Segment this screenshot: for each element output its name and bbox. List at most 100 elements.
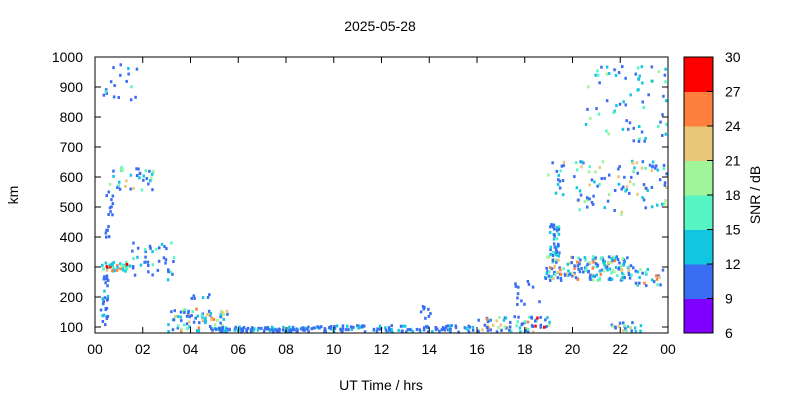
data-point bbox=[555, 237, 559, 241]
data-point bbox=[587, 85, 590, 89]
data-point bbox=[384, 326, 387, 330]
data-point bbox=[639, 268, 642, 271]
x-tick-label: 06 bbox=[230, 341, 246, 357]
data-point bbox=[579, 258, 582, 262]
data-point bbox=[485, 317, 489, 321]
data-point bbox=[547, 274, 551, 278]
data-point bbox=[582, 270, 585, 274]
data-point bbox=[317, 325, 320, 329]
data-point bbox=[557, 225, 561, 228]
data-point bbox=[182, 308, 185, 312]
data-point bbox=[552, 250, 555, 254]
colorbar-tick-label: 21 bbox=[725, 153, 741, 169]
data-point bbox=[625, 329, 628, 333]
data-point bbox=[543, 325, 546, 329]
data-point bbox=[105, 274, 109, 278]
data-point bbox=[636, 270, 640, 274]
data-point bbox=[594, 262, 598, 265]
data-point bbox=[273, 327, 276, 331]
x-tick-label: 12 bbox=[374, 341, 390, 357]
data-point bbox=[160, 242, 164, 246]
data-point bbox=[465, 327, 468, 330]
data-point bbox=[272, 330, 275, 334]
data-point bbox=[104, 323, 107, 327]
data-point bbox=[629, 93, 632, 97]
data-point bbox=[605, 65, 609, 69]
data-point bbox=[636, 66, 640, 70]
data-point bbox=[125, 79, 128, 83]
data-point bbox=[650, 65, 654, 69]
data-point bbox=[111, 194, 115, 198]
data-point bbox=[104, 308, 107, 312]
data-point bbox=[613, 270, 616, 274]
data-point bbox=[559, 169, 562, 173]
data-point bbox=[640, 130, 644, 134]
data-point bbox=[477, 318, 480, 322]
data-point bbox=[378, 324, 382, 328]
data-point bbox=[216, 327, 219, 331]
data-point bbox=[124, 184, 127, 188]
data-point bbox=[164, 261, 167, 265]
data-point bbox=[554, 191, 558, 195]
x-axis-label: UT Time / hrs bbox=[339, 377, 423, 393]
data-point bbox=[553, 233, 556, 237]
data-point bbox=[557, 227, 561, 231]
data-point bbox=[578, 262, 581, 266]
data-point bbox=[613, 209, 616, 212]
data-point bbox=[296, 328, 299, 332]
data-point bbox=[191, 310, 194, 313]
data-point bbox=[662, 167, 666, 171]
data-point bbox=[301, 326, 305, 330]
data-point bbox=[105, 277, 109, 281]
data-point bbox=[605, 265, 609, 269]
data-point bbox=[260, 326, 263, 330]
data-point bbox=[102, 301, 105, 305]
data-point bbox=[208, 293, 211, 297]
data-point bbox=[356, 324, 359, 328]
data-point bbox=[536, 316, 539, 320]
data-point bbox=[580, 165, 583, 169]
data-point bbox=[241, 329, 245, 333]
data-point bbox=[550, 267, 554, 271]
data-point bbox=[600, 256, 603, 260]
data-point bbox=[622, 185, 625, 189]
data-point bbox=[167, 270, 170, 274]
data-point bbox=[586, 196, 589, 200]
data-point bbox=[157, 259, 161, 263]
data-point bbox=[346, 324, 349, 328]
data-point bbox=[657, 70, 661, 74]
data-point bbox=[553, 272, 557, 276]
data-point bbox=[119, 73, 122, 77]
data-point bbox=[193, 296, 196, 300]
data-point bbox=[483, 323, 487, 327]
data-point bbox=[644, 271, 648, 274]
data-point bbox=[481, 328, 484, 332]
y-axis-label: km bbox=[5, 186, 21, 205]
data-point bbox=[341, 327, 345, 331]
data-point bbox=[577, 267, 580, 271]
data-point bbox=[553, 270, 556, 274]
data-point bbox=[120, 166, 123, 170]
data-point bbox=[623, 323, 626, 327]
data-point bbox=[601, 160, 605, 164]
data-point bbox=[559, 272, 563, 276]
data-point bbox=[634, 269, 637, 273]
data-point bbox=[509, 320, 512, 324]
data-point bbox=[618, 321, 622, 325]
data-point bbox=[574, 161, 578, 165]
data-point bbox=[121, 267, 125, 271]
data-point bbox=[586, 107, 589, 111]
data-point bbox=[210, 318, 213, 322]
data-point bbox=[350, 327, 354, 331]
data-point bbox=[422, 328, 426, 332]
data-point bbox=[146, 260, 150, 264]
x-tick-label: 22 bbox=[612, 341, 628, 357]
data-point bbox=[617, 167, 620, 171]
data-point bbox=[468, 325, 472, 329]
data-point bbox=[291, 328, 294, 332]
data-point bbox=[510, 329, 513, 333]
data-point bbox=[188, 315, 192, 319]
data-point bbox=[207, 312, 210, 316]
data-point bbox=[99, 308, 103, 312]
data-point bbox=[135, 174, 139, 177]
